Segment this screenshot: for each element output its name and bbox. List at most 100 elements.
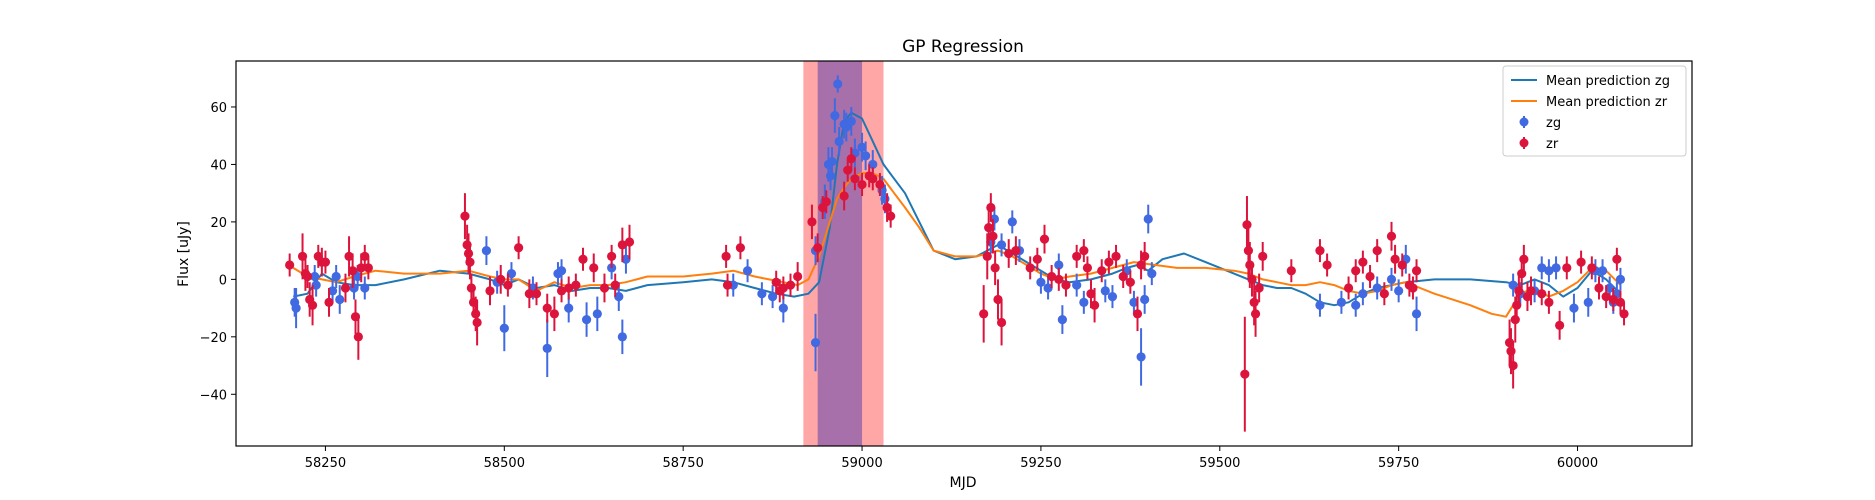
zr-point (348, 253, 358, 288)
zr-point (1125, 270, 1135, 294)
zr-marker (1372, 246, 1382, 256)
zr-marker (307, 300, 318, 310)
zr-point (1594, 276, 1604, 300)
zg-marker (1597, 266, 1608, 276)
zr-marker (348, 266, 358, 276)
zr-marker (1386, 231, 1397, 241)
zg-point (1358, 282, 1368, 306)
zr-point (813, 233, 823, 263)
zr-point (886, 204, 896, 228)
zr-marker (340, 283, 351, 293)
zr-point (607, 244, 617, 268)
x-tick-label: 59750 (1378, 456, 1419, 471)
zr-marker (1249, 297, 1259, 307)
zr-marker (599, 283, 610, 293)
zr-marker (988, 231, 998, 241)
zg-marker (542, 343, 552, 353)
zr-marker (1544, 297, 1554, 307)
zr-marker (1315, 246, 1325, 256)
zr-marker (1562, 263, 1572, 273)
zr-marker (1061, 280, 1071, 290)
zr-point (463, 233, 474, 274)
zr-marker (472, 317, 482, 328)
zg-point (1079, 290, 1089, 314)
zr-marker (1004, 248, 1014, 259)
zg-marker (506, 269, 517, 279)
zg-point (1036, 270, 1046, 294)
zg-point (1351, 293, 1361, 317)
zg-marker (499, 323, 509, 333)
zr-marker (857, 179, 867, 190)
zr-point (485, 276, 495, 306)
zg-point (1136, 328, 1146, 386)
zr-point (578, 247, 588, 271)
y-tick-label: −20 (200, 331, 227, 346)
zr-point (875, 173, 885, 197)
zg-marker (1508, 280, 1518, 290)
zg-marker (861, 151, 871, 161)
zr-marker (986, 202, 996, 213)
zg-marker (996, 240, 1007, 250)
y-tick-label: −40 (200, 388, 227, 403)
zg-point (481, 236, 492, 265)
zg-point (542, 319, 552, 378)
zr-point (472, 299, 482, 346)
zg-marker (614, 291, 624, 302)
zg-marker (1143, 214, 1153, 224)
zr-point (1118, 264, 1128, 288)
x-tick-label: 60000 (1557, 456, 1598, 471)
zg-point (1315, 293, 1325, 317)
zr-marker (1039, 234, 1050, 244)
zr-marker (624, 237, 635, 247)
zg-marker (1605, 283, 1615, 293)
y-axis-ticks: −40 −20 0 20 40 60 (200, 101, 236, 403)
zr-point (1615, 290, 1626, 314)
zr-point (514, 236, 524, 260)
zr-marker (843, 165, 853, 175)
zr-point (722, 273, 733, 297)
zr-marker (735, 243, 746, 253)
x-tick-label: 58750 (662, 456, 703, 471)
zg-marker (768, 291, 778, 302)
zr-point (340, 273, 351, 303)
zr-marker (813, 243, 823, 253)
zg-point (846, 106, 856, 136)
zr-point (549, 296, 559, 332)
zr-marker (984, 223, 994, 233)
zr-marker (1576, 257, 1586, 267)
zr-point (589, 253, 599, 283)
zr-point (1343, 276, 1354, 300)
zg-point (1551, 256, 1561, 280)
zg-marker (880, 194, 890, 204)
zg-point (1583, 287, 1593, 317)
zr-point (1104, 250, 1114, 274)
zr-marker (993, 294, 1003, 305)
zg-marker (581, 314, 592, 325)
zg-marker (1351, 300, 1361, 310)
zg-point (1129, 290, 1139, 314)
zg-marker (1140, 294, 1150, 305)
zg-marker (1336, 297, 1347, 307)
zg-point (335, 285, 345, 314)
zg-point (1544, 259, 1554, 283)
zr-point (1072, 244, 1082, 268)
zr-marker (1097, 266, 1107, 276)
zr-point (821, 190, 831, 214)
zr-marker (990, 263, 1000, 273)
zr-marker (524, 289, 534, 299)
zg-point (1372, 276, 1382, 300)
zg-marker (621, 254, 631, 264)
zr-point (1111, 244, 1121, 268)
zr-point (1544, 290, 1554, 314)
zr-marker (1379, 289, 1389, 299)
zr-marker (617, 240, 627, 250)
zr-marker (821, 197, 831, 207)
zr-marker (1258, 251, 1268, 261)
zg-marker (1583, 297, 1593, 307)
zr-point (524, 279, 534, 309)
zr-marker (1011, 246, 1021, 256)
zg-marker (1147, 269, 1157, 279)
zr-point (571, 273, 581, 297)
y-tick-label: 20 (210, 216, 227, 231)
